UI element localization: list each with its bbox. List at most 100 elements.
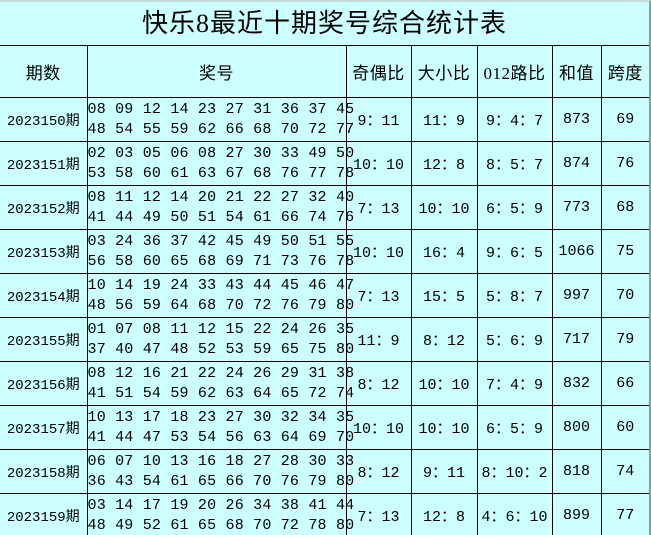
header-row: 期数 奖号 奇偶比 大小比 012路比 和值 跨度 bbox=[0, 45, 649, 98]
cell-big-small-ratio: 16：4 bbox=[410, 229, 478, 274]
table-row: 2023152期 08 11 12 14 20 21 22 27 32 40 41… bbox=[0, 185, 649, 230]
cell-012-road-ratio: 6：5：9 bbox=[476, 405, 553, 450]
cell-big-small-ratio: 15：5 bbox=[410, 273, 478, 318]
column-header-period: 期数 bbox=[0, 45, 88, 98]
table-row: 2023156期 08 12 16 21 22 24 26 29 31 38 41… bbox=[0, 361, 649, 406]
balls-line-1: 01 07 08 11 12 15 22 24 26 35 bbox=[87, 320, 355, 338]
cell-odd-even-ratio: 10：10 bbox=[345, 141, 412, 186]
column-header-012-road-ratio: 012路比 bbox=[476, 45, 553, 98]
balls-line-2: 48 54 55 59 62 66 68 70 72 77 bbox=[87, 120, 355, 138]
cell-balls: 01 07 08 11 12 15 22 24 26 35 37 40 47 48… bbox=[86, 317, 355, 362]
balls-line-2: 41 51 54 59 62 63 64 65 72 74 bbox=[87, 384, 355, 402]
cell-span: 74 bbox=[600, 449, 649, 494]
balls-line-2: 41 44 47 53 54 56 63 64 69 70 bbox=[87, 428, 355, 446]
balls-line-1: 08 12 16 21 22 24 26 29 31 38 bbox=[87, 364, 355, 382]
cell-012-road-ratio: 6：5：9 bbox=[476, 185, 553, 230]
cell-sum: 899 bbox=[551, 493, 602, 535]
cell-odd-even-ratio: 7：13 bbox=[345, 185, 412, 230]
page-title: 快乐8最近十期奖号综合统计表 bbox=[0, 2, 649, 46]
cell-012-road-ratio: 9：6：5 bbox=[476, 229, 553, 274]
cell-big-small-ratio: 12：8 bbox=[410, 493, 478, 535]
cell-012-road-ratio: 8：5：7 bbox=[476, 141, 553, 186]
cell-span: 79 bbox=[600, 317, 649, 362]
cell-period: 2023150期 bbox=[0, 97, 88, 142]
cell-balls: 10 14 19 24 33 43 44 45 46 47 48 56 59 64… bbox=[86, 273, 355, 318]
balls-line-1: 03 14 17 19 20 26 34 38 41 44 bbox=[87, 496, 355, 514]
cell-sum: 832 bbox=[551, 361, 602, 406]
cell-012-road-ratio: 5：8：7 bbox=[476, 273, 553, 318]
cell-span: 77 bbox=[600, 493, 649, 535]
table-row: 2023158期 06 07 10 13 16 18 27 28 30 33 36… bbox=[0, 449, 649, 494]
cell-sum: 800 bbox=[551, 405, 602, 450]
balls-line-1: 10 14 19 24 33 43 44 45 46 47 bbox=[87, 276, 355, 294]
cell-period: 2023159期 bbox=[0, 493, 88, 535]
cell-balls: 02 03 05 06 08 27 30 33 49 50 53 58 60 61… bbox=[86, 141, 355, 186]
cell-odd-even-ratio: 8：12 bbox=[345, 361, 412, 406]
balls-line-2: 36 43 54 61 65 66 70 76 79 80 bbox=[87, 472, 355, 490]
cell-odd-even-ratio: 10：10 bbox=[345, 229, 412, 274]
table-row: 2023150期 08 09 12 14 23 27 31 36 37 45 48… bbox=[0, 97, 649, 142]
cell-span: 60 bbox=[600, 405, 649, 450]
cell-span: 70 bbox=[600, 273, 649, 318]
cell-odd-even-ratio: 7：13 bbox=[345, 273, 412, 318]
cell-sum: 874 bbox=[551, 141, 602, 186]
table-row: 2023157期 10 13 17 18 23 27 30 32 34 35 41… bbox=[0, 405, 649, 450]
balls-line-1: 08 09 12 14 23 27 31 36 37 45 bbox=[87, 100, 355, 118]
balls-line-1: 08 11 12 14 20 21 22 27 32 40 bbox=[87, 188, 355, 206]
cell-big-small-ratio: 12：8 bbox=[410, 141, 478, 186]
table-row: 2023154期 10 14 19 24 33 43 44 45 46 47 48… bbox=[0, 273, 649, 318]
cell-balls: 06 07 10 13 16 18 27 28 30 33 36 43 54 61… bbox=[86, 449, 355, 494]
cell-period: 2023155期 bbox=[0, 317, 88, 362]
cell-sum: 1066 bbox=[551, 229, 602, 274]
cell-balls: 08 11 12 14 20 21 22 27 32 40 41 44 49 50… bbox=[86, 185, 355, 230]
cell-balls: 03 24 36 37 42 45 49 50 51 55 56 58 60 65… bbox=[86, 229, 355, 274]
cell-012-road-ratio: 7：4：9 bbox=[476, 361, 553, 406]
cell-big-small-ratio: 8：12 bbox=[410, 317, 478, 362]
column-header-balls: 奖号 bbox=[86, 45, 347, 98]
balls-line-1: 06 07 10 13 16 18 27 28 30 33 bbox=[87, 452, 355, 470]
cell-span: 66 bbox=[600, 361, 649, 406]
cell-odd-even-ratio: 10：10 bbox=[345, 405, 412, 450]
cell-period: 2023158期 bbox=[0, 449, 88, 494]
cell-span: 68 bbox=[600, 185, 649, 230]
table-row: 2023153期 03 24 36 37 42 45 49 50 51 55 56… bbox=[0, 229, 649, 274]
cell-period: 2023157期 bbox=[0, 405, 88, 450]
column-header-sum: 和值 bbox=[551, 45, 602, 98]
cell-odd-even-ratio: 8：12 bbox=[345, 449, 412, 494]
cell-big-small-ratio: 10：10 bbox=[410, 185, 478, 230]
balls-line-1: 03 24 36 37 42 45 49 50 51 55 bbox=[87, 232, 355, 250]
cell-sum: 818 bbox=[551, 449, 602, 494]
cell-sum: 997 bbox=[551, 273, 602, 318]
balls-line-1: 02 03 05 06 08 27 30 33 49 50 bbox=[87, 144, 355, 162]
balls-line-2: 41 44 49 50 51 54 61 66 74 76 bbox=[87, 208, 355, 226]
title-row: 快乐8最近十期奖号综合统计表 bbox=[0, 2, 649, 46]
table-row: 2023151期 02 03 05 06 08 27 30 33 49 50 53… bbox=[0, 141, 649, 186]
balls-line-2: 56 58 60 65 68 69 71 73 76 78 bbox=[87, 252, 355, 270]
balls-line-1: 10 13 17 18 23 27 30 32 34 35 bbox=[87, 408, 355, 426]
cell-balls: 08 12 16 21 22 24 26 29 31 38 41 51 54 59… bbox=[86, 361, 355, 406]
cell-big-small-ratio: 11：9 bbox=[410, 97, 478, 142]
cell-span: 75 bbox=[600, 229, 649, 274]
cell-sum: 717 bbox=[551, 317, 602, 362]
balls-line-2: 53 58 60 61 63 67 68 76 77 78 bbox=[87, 164, 355, 182]
cell-012-road-ratio: 4：6：10 bbox=[476, 493, 553, 535]
column-header-big-small-ratio: 大小比 bbox=[410, 45, 478, 98]
cell-period: 2023154期 bbox=[0, 273, 88, 318]
cell-span: 69 bbox=[600, 97, 649, 142]
cell-012-road-ratio: 8：10：2 bbox=[476, 449, 553, 494]
cell-big-small-ratio: 10：10 bbox=[410, 405, 478, 450]
cell-period: 2023156期 bbox=[0, 361, 88, 406]
table-row: 2023159期 03 14 17 19 20 26 34 38 41 44 48… bbox=[0, 493, 649, 535]
cell-balls: 03 14 17 19 20 26 34 38 41 44 48 49 52 61… bbox=[86, 493, 355, 535]
cell-012-road-ratio: 9：4：7 bbox=[476, 97, 553, 142]
cell-odd-even-ratio: 9：11 bbox=[345, 97, 412, 142]
balls-line-2: 48 56 59 64 68 70 72 76 79 80 bbox=[87, 296, 355, 314]
cell-sum: 773 bbox=[551, 185, 602, 230]
cell-period: 2023153期 bbox=[0, 229, 88, 274]
column-header-span: 跨度 bbox=[600, 45, 649, 98]
table-row: 2023155期 01 07 08 11 12 15 22 24 26 35 37… bbox=[0, 317, 649, 362]
cell-odd-even-ratio: 7：13 bbox=[345, 493, 412, 535]
